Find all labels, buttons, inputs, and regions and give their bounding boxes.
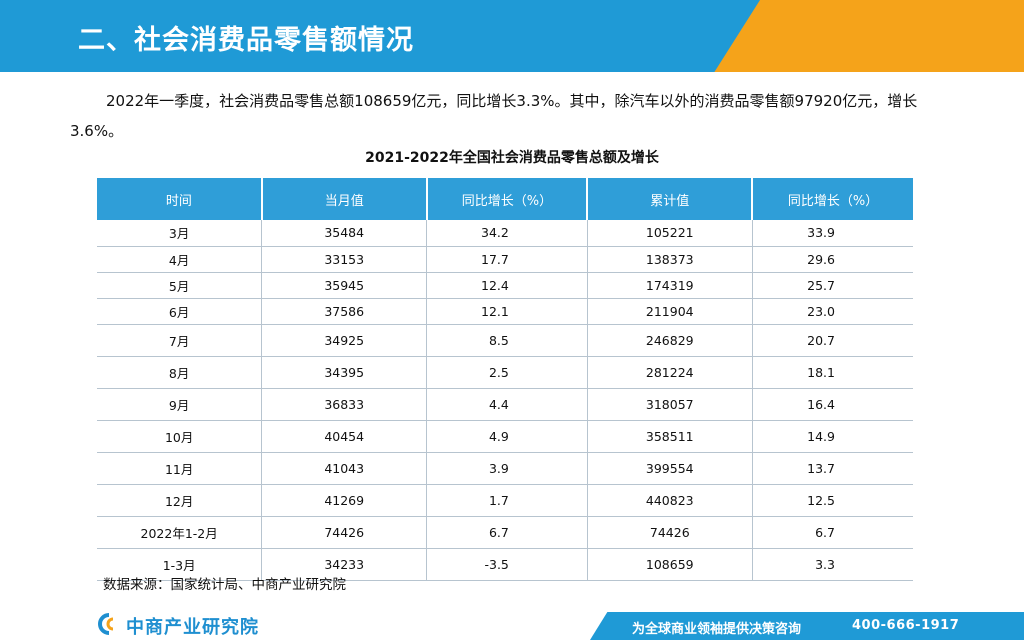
table-row: 3月 35484 34.2 105221 33.9 [97, 220, 913, 247]
cell-monthly: 41269 [261, 484, 428, 517]
footer-white-panel [0, 608, 600, 640]
header-cell-cumulative: 累计值 [587, 178, 754, 220]
table-row: 6月 37586 12.1 211904 23.0 [97, 298, 913, 325]
cell-cumulative: 211904 [587, 298, 753, 325]
cell-monthly: 74426 [261, 516, 428, 549]
cell-cumulative-growth: 6.7 [752, 516, 913, 549]
header-cell-monthly: 当月值 [261, 178, 428, 220]
cell-time: 7月 [97, 324, 263, 357]
cell-cumulative-growth: 18.1 [752, 356, 913, 389]
cell-cumulative: 358511 [587, 420, 753, 453]
cell-monthly: 33153 [261, 246, 428, 273]
table-row: 9月 36833 4.4 318057 16.4 [97, 388, 913, 421]
cell-monthly-growth: 3.9 [426, 452, 588, 485]
retail-sales-table: 时间 当月值 同比增长（%） 累计值 同比增长（%） 3月 35484 34.2… [97, 178, 913, 581]
cell-monthly: 36833 [261, 388, 428, 421]
cell-time: 12月 [97, 484, 263, 517]
cell-cumulative: 174319 [587, 272, 753, 299]
cell-time: 3月 [97, 220, 263, 247]
cell-monthly: 35945 [261, 272, 428, 299]
cell-monthly: 37586 [261, 298, 428, 325]
cell-cumulative: 74426 [587, 516, 753, 549]
cell-monthly: 34233 [261, 548, 428, 581]
cell-cumulative-growth: 13.7 [752, 452, 913, 485]
footer-logo-text: 中商产业研究院 [126, 617, 259, 638]
cc-logo-icon [98, 613, 114, 635]
cell-monthly-growth: 12.4 [426, 272, 588, 299]
cell-cumulative: 246829 [587, 324, 753, 357]
cell-time: 9月 [97, 388, 263, 421]
footer-bar: 中商产业研究院 为全球商业领袖提供决策咨询 400-666-1917 [0, 608, 1024, 640]
cell-monthly: 34395 [261, 356, 428, 389]
cell-time: 10月 [97, 420, 263, 453]
cell-cumulative-growth: 16.4 [752, 388, 913, 421]
footer-phone: 400-666-1917 [852, 618, 960, 633]
table-header-row: 时间 当月值 同比增长（%） 累计值 同比增长（%） [97, 178, 913, 220]
page-title: 二、社会消费品零售额情况 [78, 25, 414, 56]
cell-time: 8月 [97, 356, 263, 389]
cell-time: 11月 [97, 452, 263, 485]
cell-monthly-growth: 17.7 [426, 246, 588, 273]
cell-cumulative-growth: 33.9 [752, 220, 913, 247]
header-cell-monthly-growth: 同比增长（%） [426, 178, 589, 220]
cell-time: 6月 [97, 298, 263, 325]
intro-paragraph: 2022年一季度，社会消费品零售总额108659亿元，同比增长3.3%。其中，除… [70, 92, 918, 140]
table-row: 4月 33153 17.7 138373 29.6 [97, 246, 913, 273]
header-blue-panel [0, 0, 760, 72]
table-row: 5月 35945 12.4 174319 25.7 [97, 272, 913, 299]
cell-monthly-growth: 4.9 [426, 420, 588, 453]
cell-cumulative-growth: 20.7 [752, 324, 913, 357]
table-row: 7月 34925 8.5 246829 20.7 [97, 324, 913, 357]
cell-monthly-growth: 34.2 [426, 220, 588, 247]
cell-cumulative: 440823 [587, 484, 753, 517]
cell-cumulative: 105221 [587, 220, 753, 247]
cell-time: 2022年1-2月 [97, 516, 263, 549]
cell-monthly-growth: 1.7 [426, 484, 588, 517]
cell-monthly: 34925 [261, 324, 428, 357]
cell-cumulative-growth: 25.7 [752, 272, 913, 299]
table-row: 10月 40454 4.9 358511 14.9 [97, 420, 913, 453]
table-title: 2021-2022年全国社会消费品零售总额及增长 [365, 150, 659, 166]
cell-cumulative-growth: 29.6 [752, 246, 913, 273]
table-row: 12月 41269 1.7 440823 12.5 [97, 484, 913, 517]
cell-monthly: 40454 [261, 420, 428, 453]
cell-monthly-growth: 12.1 [426, 298, 588, 325]
cell-time: 4月 [97, 246, 263, 273]
cell-monthly-growth: 8.5 [426, 324, 588, 357]
cell-time: 5月 [97, 272, 263, 299]
footer-blue-panel [590, 612, 1024, 640]
data-source-note: 数据来源：国家统计局、中商产业研究院 [103, 577, 346, 593]
cell-cumulative-growth: 12.5 [752, 484, 913, 517]
cell-cumulative-growth: 23.0 [752, 298, 913, 325]
cell-cumulative: 281224 [587, 356, 753, 389]
cell-time: 1-3月 [97, 548, 263, 581]
table-row: 11月 41043 3.9 399554 13.7 [97, 452, 913, 485]
cell-cumulative-growth: 3.3 [752, 548, 913, 581]
cell-monthly-growth: 4.4 [426, 388, 588, 421]
header-cell-cumulative-growth: 同比增长（%） [752, 178, 913, 220]
cell-monthly: 41043 [261, 452, 428, 485]
table-row: 1-3月 34233 -3.5 108659 3.3 [97, 548, 913, 581]
table-row: 8月 34395 2.5 281224 18.1 [97, 356, 913, 389]
cell-monthly-growth: 6.7 [426, 516, 588, 549]
cell-monthly: 35484 [261, 220, 428, 247]
header-cell-time: 时间 [97, 178, 263, 220]
cell-cumulative: 108659 [587, 548, 753, 581]
header-bar: 二、社会消费品零售额情况 [0, 0, 1024, 72]
cell-cumulative: 138373 [587, 246, 753, 273]
cell-monthly-growth: 2.5 [426, 356, 588, 389]
footer-slogan: 为全球商业领袖提供决策咨询 [632, 622, 802, 637]
table-row: 2022年1-2月 74426 6.7 74426 6.7 [97, 516, 913, 549]
cell-cumulative-growth: 14.9 [752, 420, 913, 453]
cell-monthly-growth: -3.5 [426, 548, 588, 581]
cell-cumulative: 318057 [587, 388, 753, 421]
cell-cumulative: 399554 [587, 452, 753, 485]
